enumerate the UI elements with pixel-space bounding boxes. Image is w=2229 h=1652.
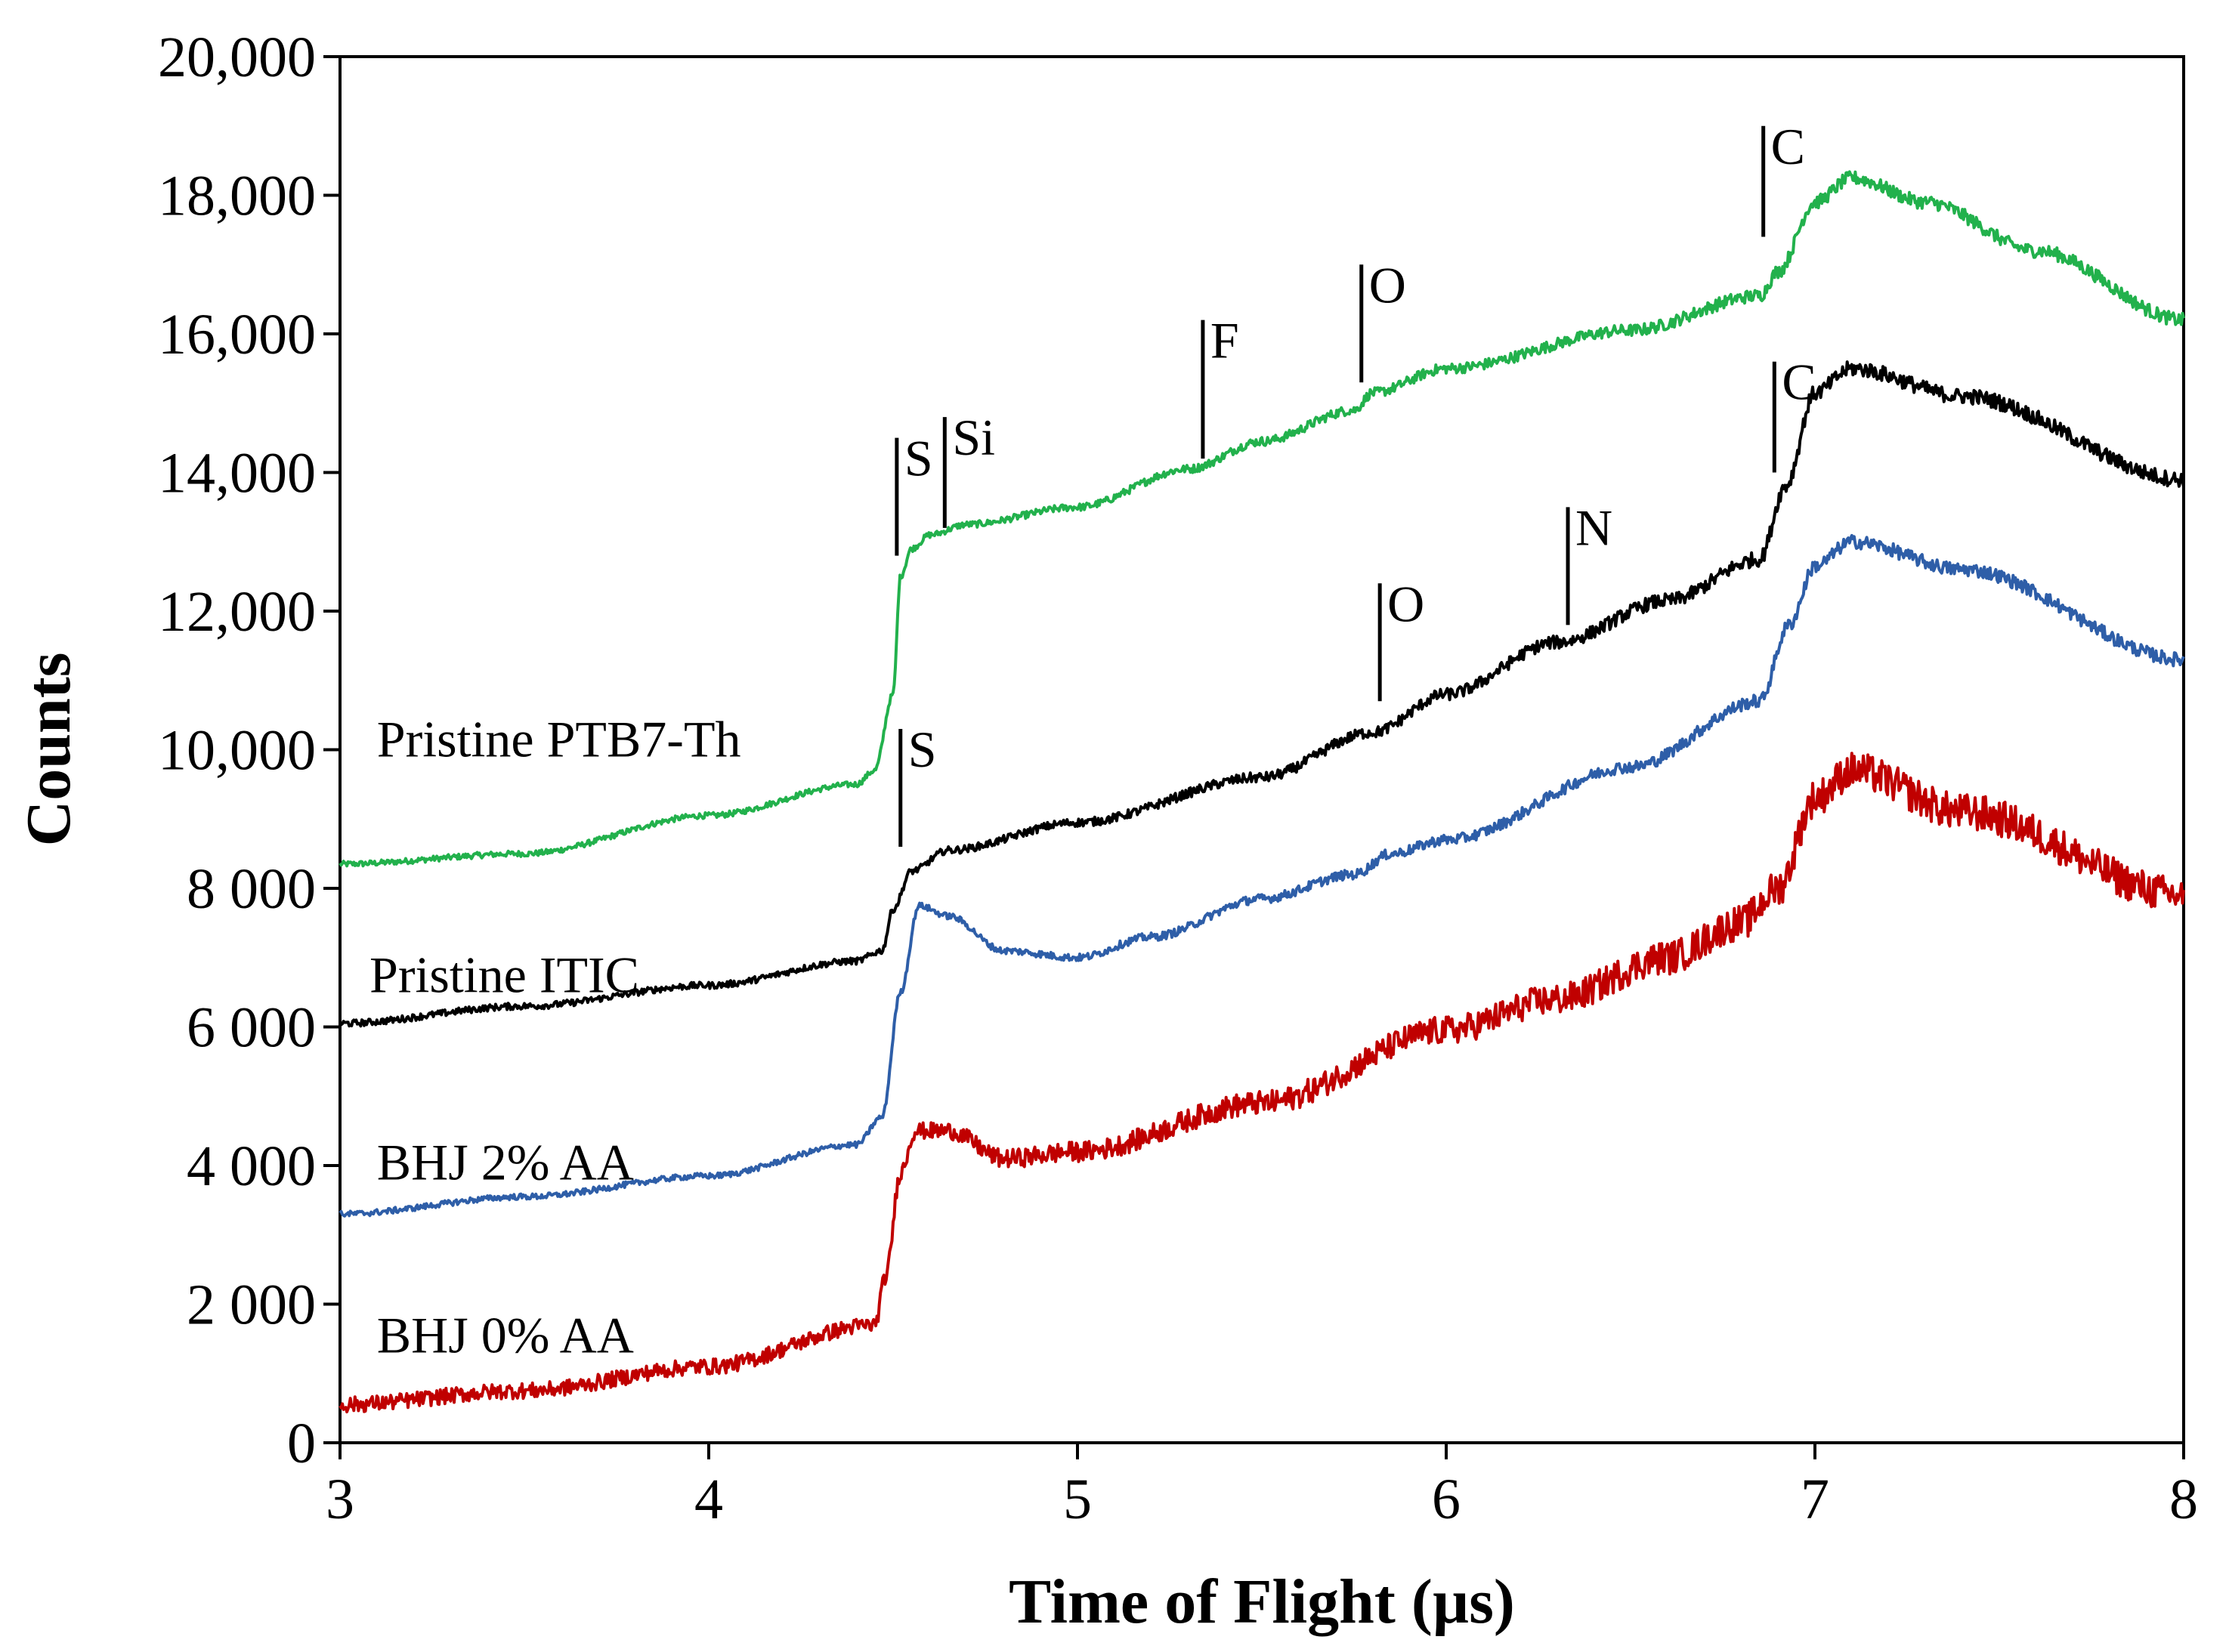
y-tick-label: 4 000: [187, 1135, 316, 1198]
y-tick-label: 16,000: [158, 303, 316, 366]
series-line-1: [339, 360, 2185, 1028]
series-label: Pristine PTB7-Th: [377, 711, 741, 768]
peak-label: S: [908, 721, 937, 778]
series-label: Pristine ITIC: [369, 946, 639, 1004]
series-label: BHJ 0% AA: [377, 1307, 634, 1364]
peak-label: N: [1575, 499, 1612, 556]
x-tick-label: 7: [1801, 1468, 1829, 1531]
series-label: BHJ 2% AA: [377, 1133, 634, 1190]
y-axis-title: Counts: [14, 653, 84, 847]
peak-label: C: [1771, 118, 1805, 175]
axis-layer: 0 2 000 4 000 6 000 8 000 10,000 12,000 14,000 1…: [158, 26, 2198, 1531]
x-tick-label: 4: [694, 1468, 723, 1531]
x-tick-label: 6: [1432, 1468, 1461, 1531]
y-tick-label: 14,000: [158, 442, 316, 505]
annotation-layer: S Si F O C S O N C: [895, 118, 1816, 847]
y-tick-label: 10,000: [158, 719, 316, 783]
y-tick-label: 12,000: [158, 580, 316, 644]
y-tick-label: 2 000: [187, 1274, 316, 1337]
y-tick-label: 18,000: [158, 165, 316, 228]
y-tick-label: 20,000: [158, 26, 316, 89]
peak-label: S: [904, 430, 933, 487]
x-tick-label: 3: [326, 1468, 354, 1531]
series-line-0: [339, 170, 2185, 868]
y-tick-label: 6 000: [187, 996, 316, 1060]
x-tick-label: 8: [2169, 1468, 2198, 1531]
y-tick-label: 8 000: [187, 857, 316, 921]
x-tick-label: 5: [1063, 1468, 1092, 1531]
x-axis-title: Time of Flight (µs): [1009, 1567, 1515, 1637]
peak-label: O: [1387, 575, 1424, 632]
peak-label: Si: [952, 409, 995, 466]
series-layer: Pristine PTB7-Th Pristine ITIC BHJ 2% AA BH…: [339, 170, 2185, 1414]
y-tick-label: 0: [287, 1412, 316, 1475]
peak-label: O: [1369, 256, 1406, 313]
series-line-3: [339, 752, 2185, 1414]
peak-label: F: [1210, 312, 1239, 369]
series-line-2: [339, 533, 2185, 1218]
peak-label: C: [1782, 354, 1816, 411]
